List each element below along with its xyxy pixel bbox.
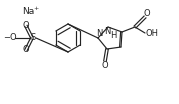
Text: −O: −O — [3, 33, 17, 43]
Text: O: O — [102, 61, 108, 69]
Text: Na: Na — [22, 6, 34, 15]
Text: S: S — [30, 33, 36, 43]
Text: +: + — [33, 6, 39, 11]
Text: O: O — [144, 9, 150, 19]
Text: N: N — [96, 30, 102, 38]
Text: OH: OH — [146, 28, 158, 38]
Text: N: N — [104, 27, 110, 37]
Text: O: O — [23, 22, 29, 30]
Text: O: O — [23, 46, 29, 54]
Text: H: H — [110, 30, 116, 40]
